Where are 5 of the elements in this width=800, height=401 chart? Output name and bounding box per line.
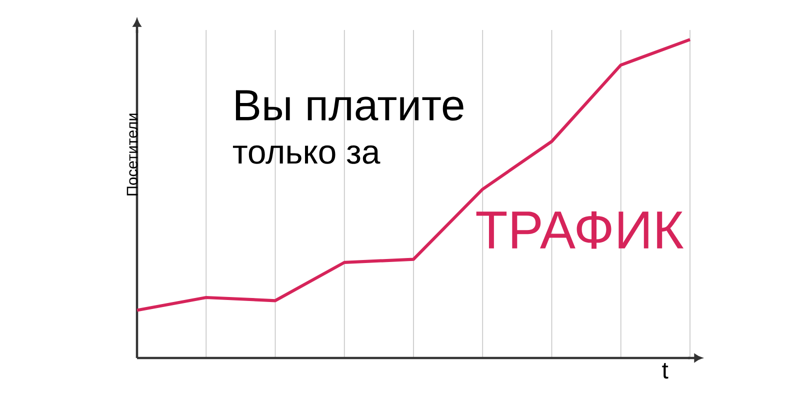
x-axis-title: t	[662, 362, 668, 379]
annotation: ТРАФИК	[476, 211, 684, 249]
annotation: Вы платите	[236, 90, 464, 121]
annotation: только за	[232, 145, 380, 164]
y-axis-title: Посетители	[126, 114, 138, 196]
